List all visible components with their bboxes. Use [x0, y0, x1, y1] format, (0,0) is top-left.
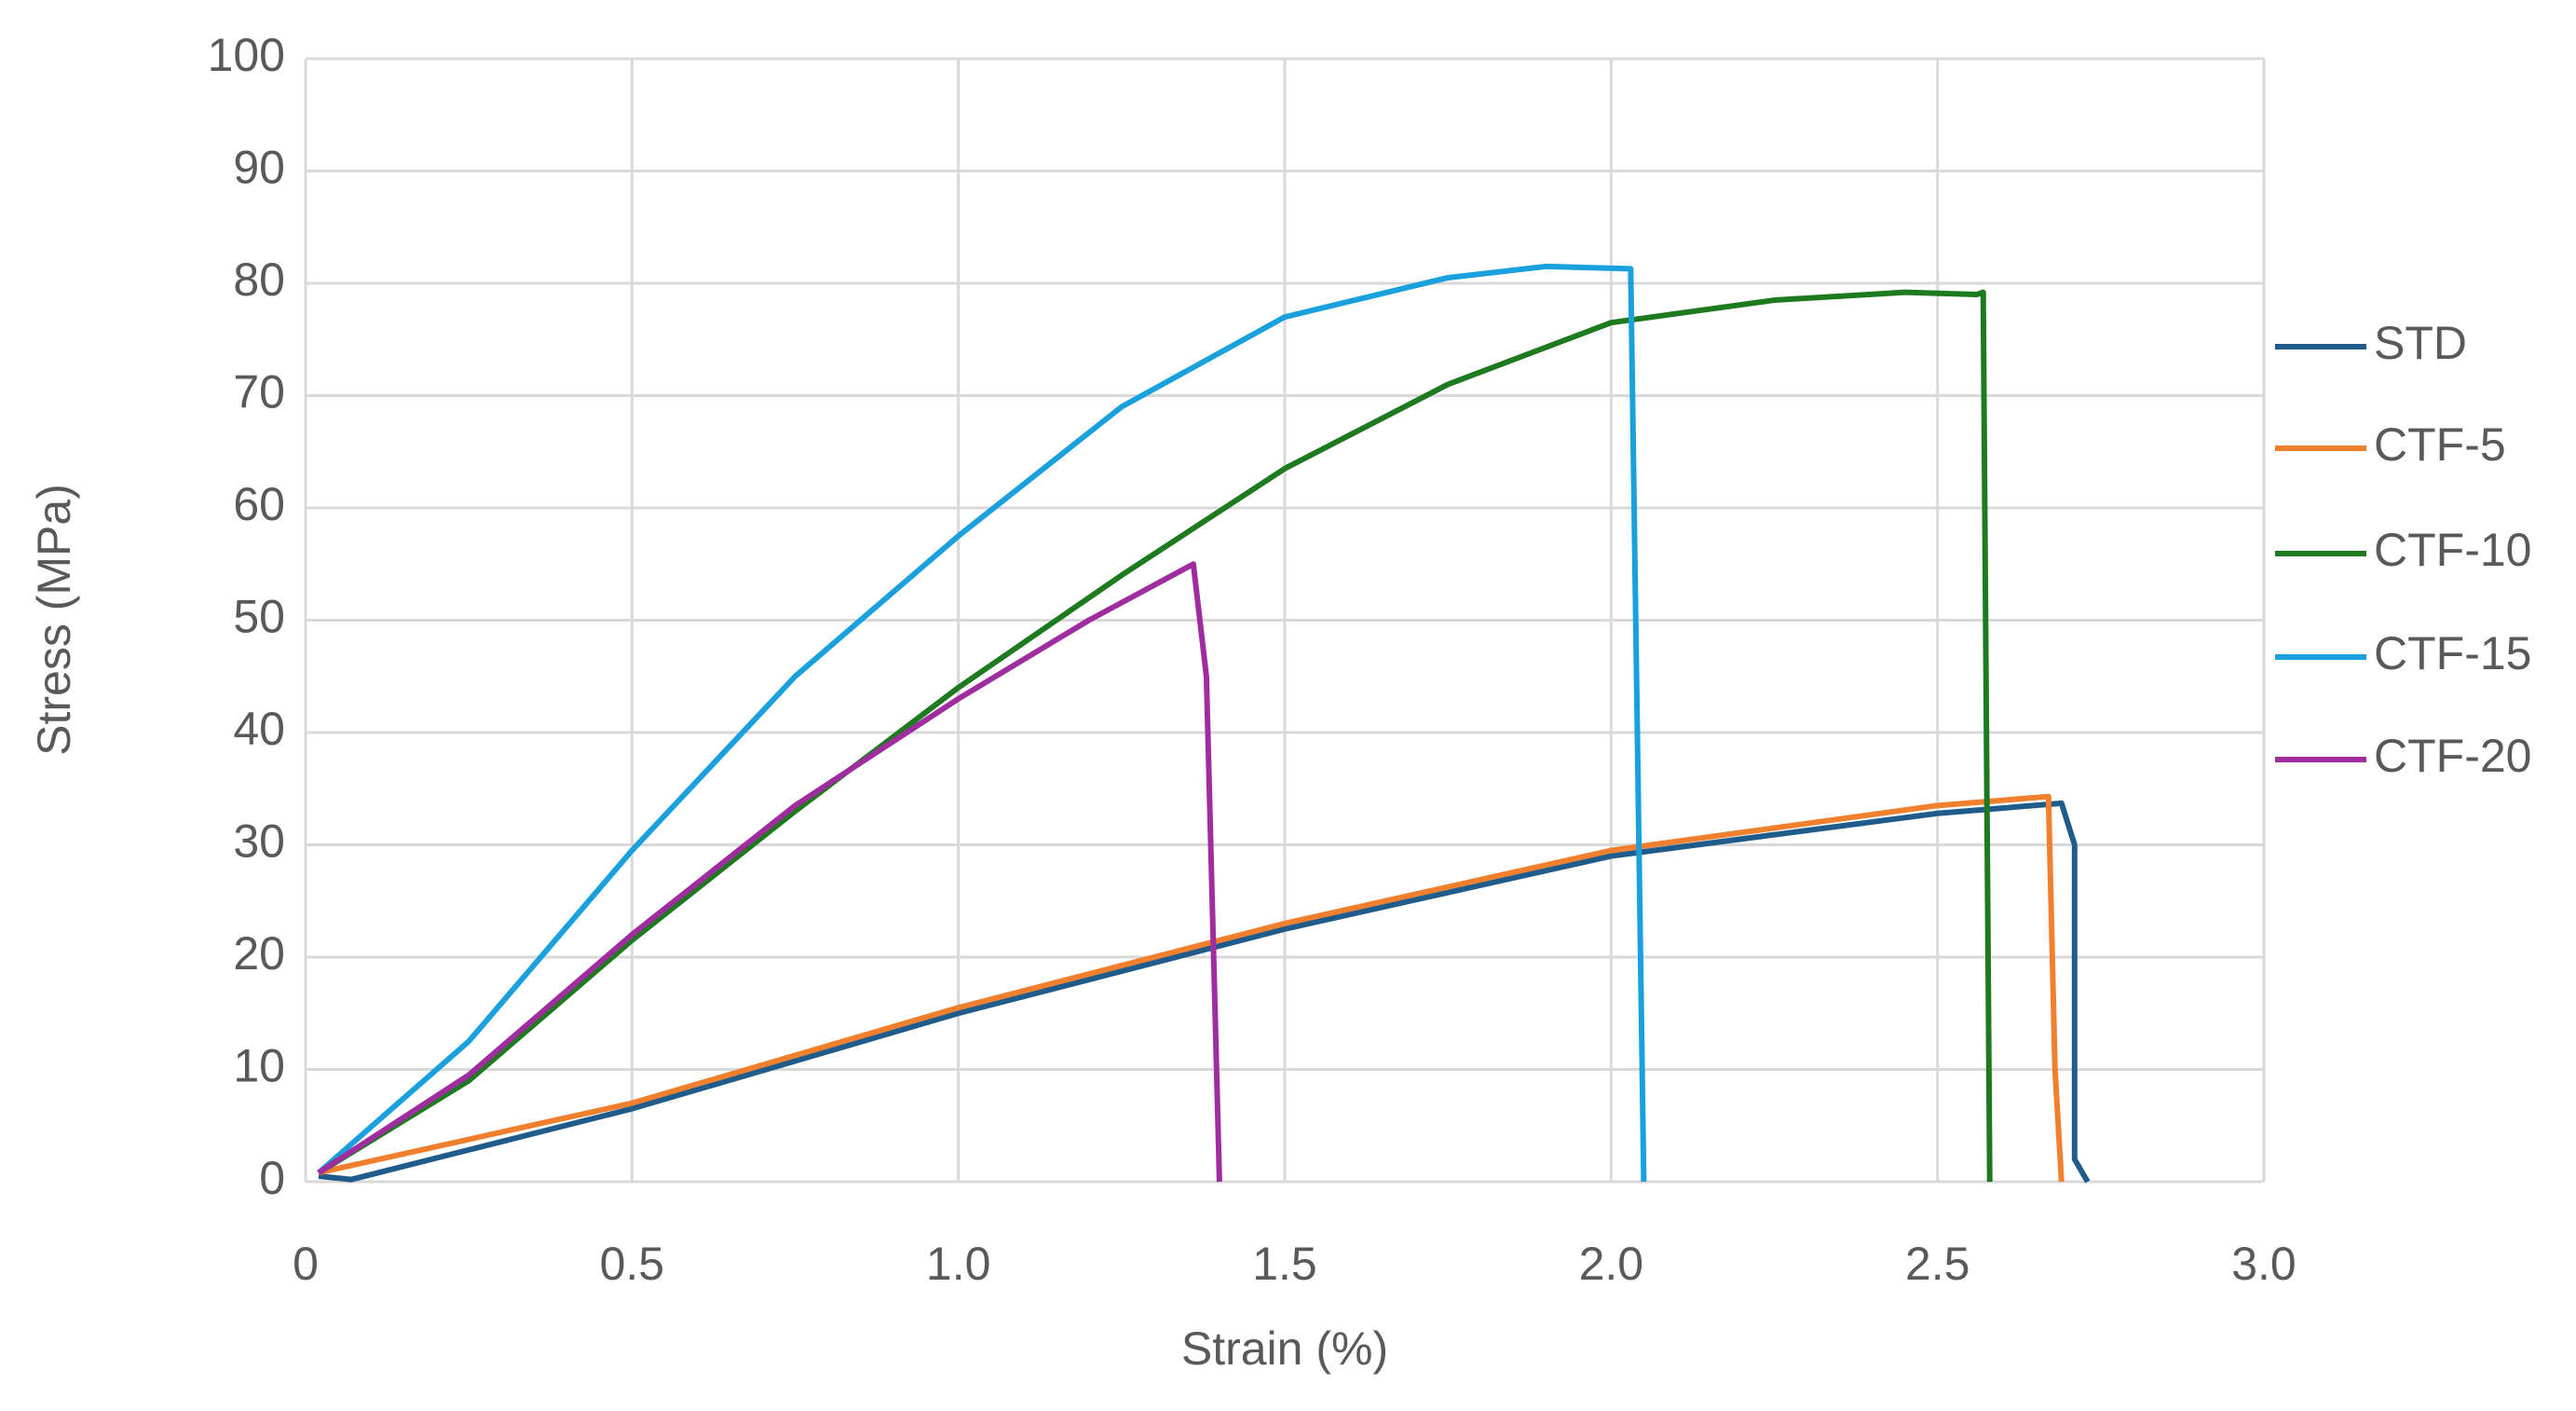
legend-label: CTF-20	[2374, 730, 2531, 782]
y-tick-label: 60	[233, 478, 285, 530]
y-tick-label: 20	[233, 927, 285, 979]
x-tick-label: 3.0	[2231, 1238, 2297, 1290]
series-line	[317, 561, 1222, 1183]
y-tick-label: 70	[233, 366, 285, 418]
legend-label: CTF-10	[2374, 524, 2531, 576]
legend-label: CTF-15	[2374, 627, 2531, 679]
y-tick-label: 40	[233, 703, 285, 755]
y-tick-label: 50	[233, 591, 285, 643]
legend-label: CTF-5	[2374, 418, 2506, 471]
x-tick-label: 2.5	[1905, 1238, 1970, 1290]
x-tick-label: 1.5	[1252, 1238, 1317, 1290]
y-tick-label: 10	[233, 1040, 285, 1092]
y-tick-label: 30	[233, 815, 285, 868]
x-tick-label: 0	[293, 1238, 319, 1290]
y-tick-label: 90	[233, 142, 285, 194]
series-line	[318, 800, 2091, 1184]
x-tick-label: 1.0	[926, 1238, 991, 1290]
x-tick-label: 0.5	[600, 1238, 665, 1290]
x-tick-label: 2.0	[1579, 1238, 1644, 1290]
series-line	[317, 263, 1647, 1183]
y-tick-label: 100	[208, 29, 285, 81]
y-tick-label: 80	[233, 253, 285, 306]
y-tick-label: 0	[259, 1152, 285, 1204]
series-line	[317, 289, 1993, 1183]
x-axis-title: Strain (%)	[1181, 1322, 1388, 1375]
legend-label: STD	[2374, 317, 2467, 369]
series-line	[318, 793, 2065, 1183]
y-axis-title: Stress (MPa)	[28, 484, 80, 756]
